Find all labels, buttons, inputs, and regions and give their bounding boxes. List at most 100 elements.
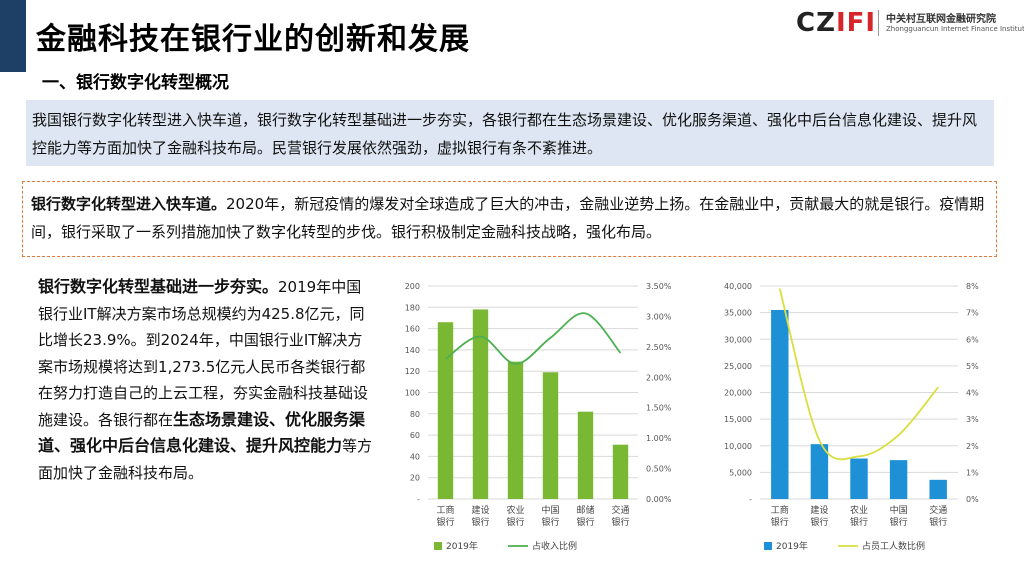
- highlight-text: 2020年，新冠疫情的爆发对全球造成了巨大的冲击，金融业逆势上扬。在金融业中，贡…: [31, 195, 985, 241]
- y2-tick-label: 4%: [966, 389, 979, 398]
- y2-tick-label: 0%: [966, 495, 979, 504]
- x-tick-label: 邮储: [576, 504, 594, 516]
- y2-tick-label: 7%: [966, 309, 979, 318]
- y2-tick-label: 3.00%: [646, 312, 672, 321]
- tech-staff-chart: - 5,000 10,000 15,000 20,000 25,000 30,000 35,0…: [708, 276, 1024, 566]
- highlight-bold: 银行数字化转型进入快车道。: [31, 195, 227, 213]
- y-tick-label: 10,000: [724, 442, 752, 451]
- page-title: 金融科技在银行业的创新和发展: [36, 22, 470, 57]
- y2-tick-label: 2.00%: [646, 373, 672, 382]
- it-investment-chart-svg: - 20 40 60 80 100 120 140 160 180 200 0.00% 0.50% 1.0…: [405, 282, 672, 552]
- y-tick-label: 140: [405, 346, 420, 355]
- legend-label-bar: 2019年: [776, 540, 808, 552]
- it-investment-chart: - 20 40 60 80 100 120 140 160 180 200 0.00% 0.50% 1.0…: [390, 276, 710, 566]
- series-line: [778, 288, 939, 461]
- y-tick-label: 160: [405, 325, 420, 334]
- x-tick-label: 工商: [771, 504, 789, 516]
- x-tick-label: 银行: [436, 516, 454, 528]
- x-tick-label: 银行: [506, 516, 524, 528]
- logo-divider: [878, 10, 879, 36]
- bar: [472, 309, 489, 499]
- y2-tick-label: 6%: [966, 335, 979, 344]
- y2-tick-label: 2.50%: [646, 343, 672, 352]
- para-text-2: 等方面加快了金融科技布局。: [38, 437, 373, 482]
- x-tick-label: 交通: [611, 504, 629, 516]
- bar: [542, 372, 559, 499]
- x-tick-label: 农业: [850, 504, 868, 516]
- x-tick-label: 银行: [771, 516, 789, 528]
- x-tick-label: 建设: [810, 504, 828, 516]
- tech-staff-chart-svg: - 5,000 10,000 15,000 20,000 25,000 30,000 35,0…: [724, 282, 979, 552]
- bar: [577, 411, 594, 499]
- y-tick-label: -: [749, 495, 752, 504]
- y2-tick-label: 3%: [966, 415, 979, 424]
- logo-mark: CZIFI: [796, 8, 876, 38]
- bar: [612, 444, 629, 499]
- y2-tick-label: 2%: [966, 442, 979, 451]
- y-tick-label: 15,000: [724, 415, 752, 424]
- x-tick-label: 银行: [611, 516, 629, 528]
- y2-tick-label: 8%: [966, 282, 979, 291]
- legend-label-line: 占收入比例: [532, 540, 577, 552]
- y2-tick-label: 3.50%: [646, 282, 672, 291]
- x-tick-label: 银行: [471, 516, 489, 528]
- y-tick-label: 60: [410, 431, 420, 440]
- y-tick-label: 20: [410, 474, 420, 483]
- legend-swatch-bar: [764, 542, 772, 550]
- summary-text: 我国银行数字化转型进入快车道，银行数字化转型基础进一步夯实，各银行都在生态场景建…: [32, 111, 978, 157]
- bar: [929, 479, 947, 499]
- bar: [437, 322, 454, 499]
- bar: [889, 460, 908, 499]
- czifi-logo: CZIFI 中关村互联网金融研究院 Zhongguancun Internet …: [796, 8, 1024, 40]
- y2-tick-label: 1.50%: [646, 404, 672, 413]
- body-paragraph: 银行数字化转型基础进一步夯实。2019年中国银行业IT解决方案市场总规模约为42…: [38, 274, 374, 486]
- y2-tick-label: 5%: [966, 362, 979, 371]
- logo-en-name: Zhongguancun Internet Finance Institute: [886, 25, 1024, 33]
- series-line: [444, 312, 622, 365]
- x-tick-label: 银行: [929, 516, 947, 528]
- bar: [771, 309, 789, 499]
- x-tick-label: 建设: [471, 504, 489, 516]
- x-tick-label: 交通: [929, 504, 947, 516]
- y-tick-label: 5,000: [729, 468, 752, 477]
- y-tick-label: 200: [405, 282, 420, 291]
- highlight-box: 银行数字化转型进入快车道。2020年，新冠疫情的爆发对全球造成了巨大的冲击，金融…: [22, 181, 997, 257]
- bar: [810, 444, 829, 499]
- y-tick-label: 20,000: [724, 389, 752, 398]
- logo-cn-name: 中关村互联网金融研究院: [886, 14, 996, 25]
- legend-swatch-bar: [434, 542, 442, 550]
- logo-mark-part1: CZ: [796, 8, 836, 38]
- x-tick-label: 中国: [890, 504, 908, 516]
- logo-mark-part2: IFI: [835, 8, 877, 38]
- para-bold-mid: 生态场景建设、优化服务渠道、强化中后台信息化建设、提升风控能力: [38, 409, 366, 456]
- x-tick-label: 中国: [541, 504, 559, 516]
- y-tick-label: 180: [405, 303, 420, 312]
- y-tick-label: 40: [410, 452, 420, 461]
- left-accent-bar: [0, 0, 26, 72]
- y-tick-label: 30,000: [724, 335, 752, 344]
- y-tick-label: 35,000: [724, 309, 752, 318]
- x-tick-label: 工商: [436, 504, 454, 516]
- bar: [850, 458, 868, 499]
- y-tick-label: 25,000: [724, 362, 752, 371]
- y2-tick-label: 1%: [966, 468, 979, 477]
- x-tick-label: 农业: [506, 504, 524, 516]
- legend-label-line: 占员工人数比例: [862, 540, 925, 552]
- summary-box: 我国银行数字化转型进入快车道，银行数字化转型基础进一步夯实，各银行都在生态场景建…: [26, 100, 994, 166]
- para-text-1: 2019年中国银行业IT解决方案市场总规模约为425.8亿元，同比增长23.9%…: [38, 278, 369, 429]
- section-heading: 一、银行数字化转型概况: [42, 73, 229, 93]
- x-tick-label: 银行: [541, 516, 559, 528]
- y-tick-label: 100: [405, 389, 420, 398]
- y-tick-label: 80: [410, 410, 420, 419]
- y2-tick-label: 0.00%: [646, 495, 672, 504]
- x-tick-label: 银行: [850, 516, 868, 528]
- para-bold-lead: 银行数字化转型基础进一步夯实。: [38, 277, 279, 296]
- x-tick-label: 银行: [576, 516, 594, 528]
- x-tick-label: 银行: [810, 516, 828, 528]
- y-tick-label: 120: [405, 367, 420, 376]
- y-tick-label: 40,000: [724, 282, 752, 291]
- bar: [507, 361, 524, 499]
- y2-tick-label: 1.00%: [646, 434, 672, 443]
- y2-tick-label: 0.50%: [646, 465, 672, 474]
- y-tick-label: -: [417, 495, 420, 504]
